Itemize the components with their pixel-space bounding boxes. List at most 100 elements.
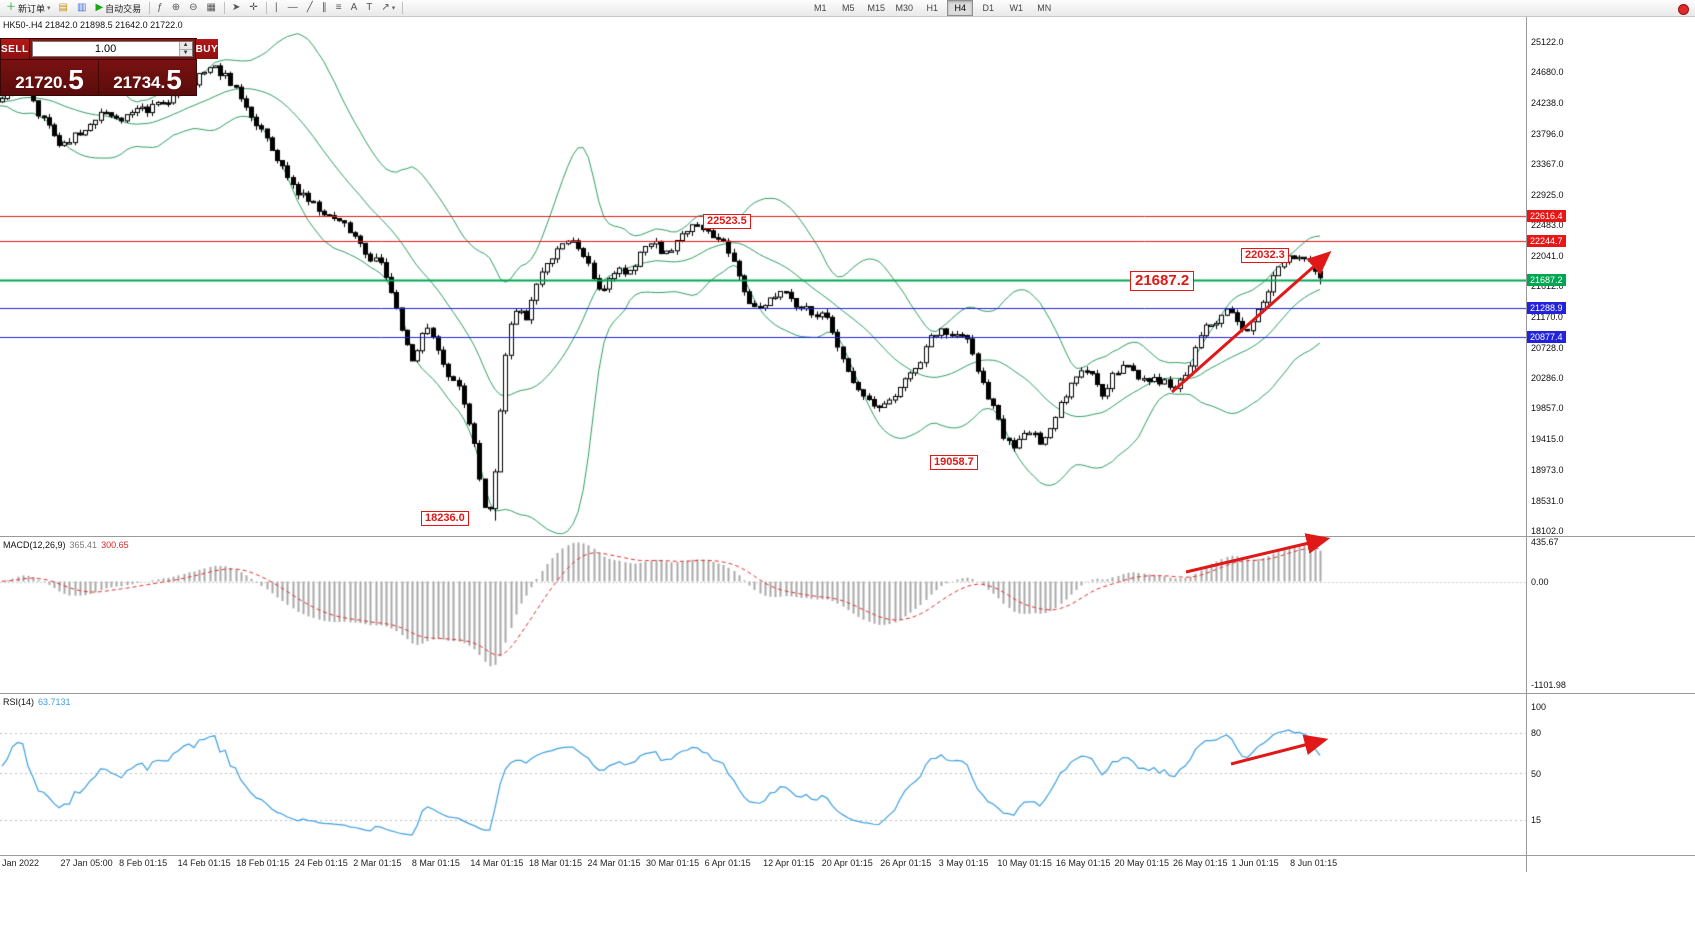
price-tick-label: 23367.0 (1531, 158, 1564, 169)
rsi-panel-canvas[interactable] (0, 694, 1526, 855)
timeframe-group: M1 M5 M15 M30 H1 H4 D1 W1 MN (806, 0, 1058, 16)
arrows-icon: ↗ (381, 2, 390, 13)
timeframe-m30[interactable]: M30 (895, 3, 914, 13)
sell-price-pip: 5 (68, 64, 84, 95)
auto-trading-icon: ▶ (95, 2, 104, 13)
buy-price-main: 21734. (113, 73, 166, 92)
arrows-button[interactable]: ↗ ▾ (377, 0, 399, 17)
zoom-in-button[interactable]: ⊕ (168, 0, 185, 17)
macd-tick-label: 0.00 (1531, 577, 1549, 588)
text-icon: A (350, 2, 358, 13)
macd-panel-canvas[interactable] (0, 537, 1526, 693)
price-annotation: 19058.7 (930, 455, 978, 470)
sell-price[interactable]: 21720. 5 (1, 60, 99, 96)
volume-input[interactable] (32, 42, 179, 56)
timeframe-m5[interactable]: M5 (842, 3, 855, 13)
price-tick-label: 18102.0 (1531, 525, 1564, 536)
price-annotation: 18236.0 (421, 511, 469, 526)
caret-down-icon: ▾ (47, 5, 51, 12)
toolbar-separator (223, 2, 225, 14)
charts-button[interactable]: ▤ (55, 0, 73, 17)
vertical-line-icon: ∣ (273, 2, 279, 13)
tile-windows-icon: ▦ (206, 2, 216, 13)
new-order-button[interactable]: ＋新订单 ▾ (2, 0, 55, 17)
volume-spinner: ▲ ▼ (178, 42, 192, 56)
price-tick-label: 22925.0 (1531, 189, 1564, 200)
time-tick-label: 12 Apr 01:15 (763, 858, 815, 868)
time-tick-label: 18 Feb 01:15 (236, 858, 290, 868)
text-button[interactable]: A (347, 0, 363, 17)
time-tick-label: 20 Apr 01:15 (821, 858, 873, 868)
price-tick-label: 22483.0 (1531, 220, 1564, 231)
volume-up-button[interactable]: ▲ (179, 42, 192, 50)
timeframe-m1[interactable]: M1 (814, 3, 827, 13)
caret-down-icon: ▾ (391, 5, 396, 12)
timeframe-h1[interactable]: H1 (926, 3, 939, 13)
time-tick-label: 6 Apr 01:15 (704, 858, 751, 868)
panel-separator[interactable] (0, 536, 1695, 537)
new-order-icon: ＋ (6, 2, 16, 13)
one-click-trading-widget: SELL ▲ ▼ BUY 21720.5 21734.5 (0, 38, 219, 96)
horizontal-line-button[interactable]: ― (284, 0, 303, 17)
time-tick-label: 26 Apr 01:15 (880, 858, 932, 868)
ohlc-readout: HK50-.H4 21842.0 21898.5 21642.0 21722.0 (3, 20, 183, 30)
fibonacci-button[interactable]: ≡ (332, 0, 347, 17)
channel-button[interactable]: ∥ (318, 0, 332, 17)
zoom-out-button[interactable]: ⊖ (185, 0, 202, 17)
buy-price[interactable]: 21734. 5 (99, 60, 196, 96)
rsi-label: RSI(14) 63.7131 (3, 697, 71, 707)
price-level-badge: 21288.9 (1527, 302, 1566, 314)
time-tick-label: 2 Mar 01:15 (353, 858, 402, 868)
rsi-tick-label: 100 (1531, 701, 1547, 712)
price-level-badge: 22244.7 (1527, 235, 1566, 248)
new-order-button-label: 新订单 (18, 3, 46, 14)
panel-separator[interactable] (0, 693, 1695, 694)
indicators-icon: ƒ (157, 2, 163, 13)
rsi-tick-label: 15 (1531, 815, 1542, 826)
tile-windows-button[interactable]: ▦ (203, 0, 221, 17)
volume-box: ▲ ▼ (31, 41, 193, 57)
cursor-button[interactable]: ➤ (228, 0, 245, 17)
timeframe-d1[interactable]: D1 (982, 3, 995, 13)
sell-button[interactable]: SELL (1, 39, 30, 59)
timeframe-mn[interactable]: MN (1037, 3, 1052, 13)
rsi-name: RSI(14) (3, 697, 35, 707)
profiles-button[interactable]: ▥ (73, 0, 91, 17)
label-button[interactable]: T (362, 0, 377, 17)
time-tick-label: 14 Mar 01:15 (470, 858, 524, 868)
timeframe-h4[interactable]: H4 (947, 0, 974, 16)
macd-tick-label: 435.67 (1531, 536, 1559, 547)
buy-button[interactable]: BUY (194, 39, 219, 59)
time-tick-label: 27 Jan 05:00 (60, 858, 113, 868)
macd-value-signal: 300.65 (101, 540, 129, 550)
price-level-badge: 21687.2 (1527, 274, 1566, 287)
time-tick-label: 8 Mar 01:15 (411, 858, 460, 868)
time-tick-label: 24 Mar 01:15 (587, 858, 641, 868)
time-tick-label: 20 May 01:15 (1114, 858, 1169, 868)
crosshair-button[interactable]: ✛ (245, 0, 262, 17)
vertical-line-button[interactable]: ∣ (270, 0, 284, 17)
indicators-button[interactable]: ƒ (153, 0, 168, 17)
price-tick-label: 23796.0 (1531, 128, 1564, 139)
price-tick-label: 20286.0 (1531, 373, 1564, 384)
trendline-button[interactable]: ╱ (303, 0, 318, 17)
price-axis-border (1526, 16, 1527, 872)
profiles-icon: ▥ (76, 2, 87, 13)
timeframe-w1[interactable]: W1 (1009, 3, 1024, 13)
price-tick-label: 25122.0 (1531, 36, 1564, 47)
time-tick-label: 8 Jun 01:15 (1290, 858, 1338, 868)
auto-trading-button-label: 自动交易 (105, 3, 142, 14)
price-tick-label: 19415.0 (1531, 434, 1564, 445)
timeframe-m15[interactable]: M15 (867, 3, 886, 13)
volume-down-button[interactable]: ▼ (179, 49, 192, 56)
auto-trading-button[interactable]: ▶ 自动交易 (91, 0, 146, 17)
price-level-badge: 20877.4 (1527, 330, 1566, 343)
price-tick-label: 21170.0 (1531, 311, 1563, 322)
time-tick-label: 3 May 01:15 (938, 858, 989, 868)
rsi-tick-label: 80 (1531, 728, 1542, 739)
main-chart-canvas[interactable] (0, 16, 1526, 536)
price-tick-label: 20728.0 (1531, 342, 1564, 353)
horizontal-line-icon: ― (287, 2, 298, 13)
price-annotation: 22523.5 (703, 214, 751, 229)
